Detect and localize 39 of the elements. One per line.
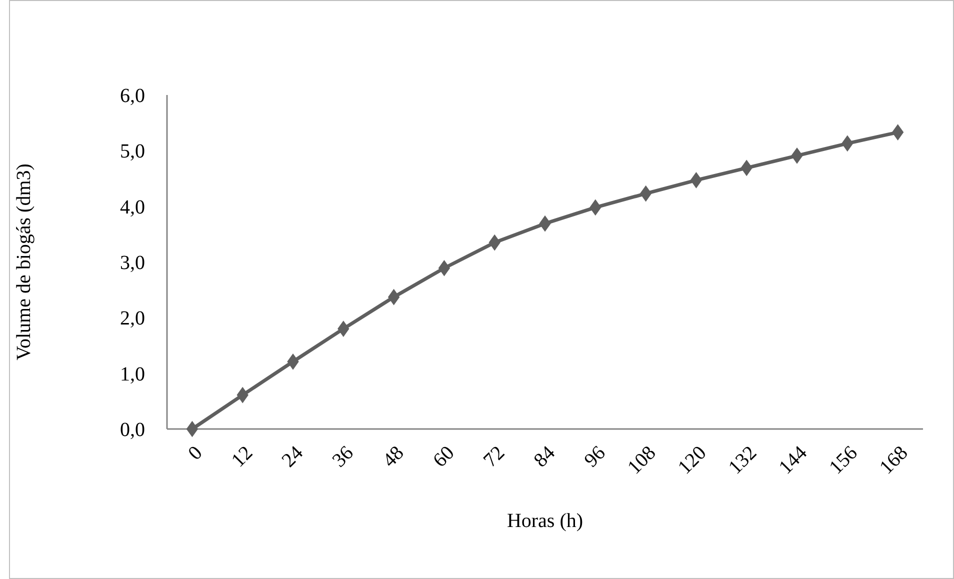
x-axis-title: Horas (h) <box>506 510 584 532</box>
point <box>842 135 854 152</box>
point <box>338 320 350 337</box>
x-tick-label: 36 <box>328 442 358 472</box>
point <box>186 420 198 438</box>
x-tick-label: 132 <box>724 442 762 479</box>
point <box>236 386 248 404</box>
x-tick-label: 48 <box>378 442 408 472</box>
point <box>590 199 602 216</box>
y-tick-label: 2,0 <box>120 308 145 330</box>
point <box>690 172 702 188</box>
x-tick-label: 168 <box>876 442 912 479</box>
y-axis-title: Volume de biogás (dm3) <box>13 164 35 360</box>
point <box>539 215 551 232</box>
point <box>438 260 450 276</box>
x-tick-label: 60 <box>428 442 459 472</box>
y-tick-label: 5,0 <box>120 140 145 163</box>
x-tick-label: 120 <box>674 442 711 479</box>
point <box>640 185 652 202</box>
x-tick-label: 12 <box>227 442 258 472</box>
y-tick-label: 4,0 <box>120 196 145 218</box>
x-tick-label: 108 <box>624 442 660 479</box>
point <box>740 160 752 176</box>
point <box>388 288 400 306</box>
y-tick-label: 3,0 <box>120 252 145 274</box>
x-tick-label: 72 <box>479 442 510 472</box>
point <box>287 353 299 370</box>
x-tick-label: 156 <box>825 442 862 479</box>
x-tick-label: 96 <box>580 442 610 472</box>
point <box>488 234 500 251</box>
y-tick-label: 1,0 <box>120 363 145 386</box>
point <box>791 148 803 164</box>
x-tick-label: 24 <box>278 442 308 472</box>
x-tick-label: 84 <box>530 442 560 472</box>
y-tick-label: 6,0 <box>120 85 145 107</box>
y-tick-label: 0,0 <box>120 419 145 441</box>
x-tick-label: 0 <box>184 442 207 465</box>
point <box>892 124 904 140</box>
x-tick-label: 144 <box>774 442 812 479</box>
